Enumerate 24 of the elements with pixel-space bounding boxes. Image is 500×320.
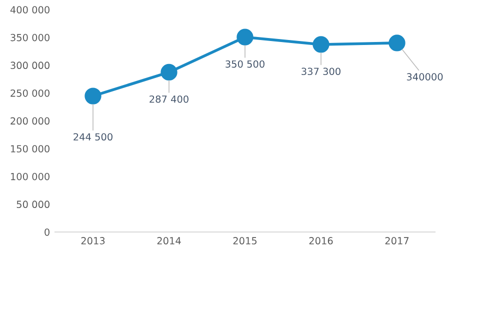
data-label: 350 500	[226, 60, 264, 68]
data-label: 337 300	[302, 68, 340, 76]
y-tick-label: 50 000	[16, 200, 50, 208]
y-tick-label: 150 000	[11, 145, 50, 152]
y-tick-label: 0	[44, 228, 50, 236]
x-tick-label: 2013	[81, 237, 105, 244]
y-tick-label: 350 000	[10, 34, 50, 42]
y-tick-label: 100 000	[11, 172, 50, 180]
x-tick-label: 2015	[233, 237, 257, 244]
y-tick-label: 250 000	[10, 89, 50, 97]
x-tick-label: 2014	[157, 237, 181, 244]
point	[160, 64, 178, 81]
data-label: 340000	[406, 73, 443, 81]
data-label: 244 500	[74, 133, 112, 141]
point	[236, 28, 254, 46]
x-tick-label: 2017	[385, 237, 409, 244]
point	[388, 34, 406, 52]
point	[84, 88, 102, 104]
y-tick-label: 200 000	[10, 117, 50, 125]
point	[312, 36, 330, 53]
y-tick-label: 300 000	[10, 62, 50, 70]
x-tick-label: 2016	[309, 237, 333, 244]
data-label: 287 400	[150, 95, 188, 103]
y-tick-label: 400 000	[10, 6, 50, 14]
